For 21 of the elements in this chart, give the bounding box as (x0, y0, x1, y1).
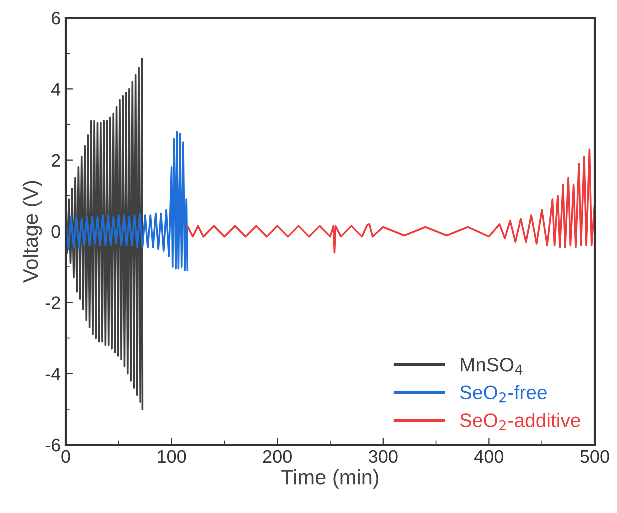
y-tick-label: 0 (52, 225, 60, 238)
y-tick-label: -2 (46, 296, 60, 310)
x-tick-label: 500 (580, 450, 610, 464)
y-tick-label: 6 (52, 12, 60, 25)
x-tick-label: 300 (369, 450, 398, 464)
x-tick-label: 400 (474, 450, 504, 464)
line-series (66, 58, 144, 410)
line-series (186, 148, 595, 254)
y-tick-label: 2 (52, 154, 60, 167)
y-tick-label: -4 (46, 368, 61, 380)
legend-label: MnSO$_{4}$ (461, 358, 523, 375)
x-tick-label: 0 (62, 450, 70, 464)
legend-label: SeO$_{2}$-additive (460, 413, 580, 430)
legend-label: SeO$_{2}$-free (460, 385, 547, 403)
y-tick-label: 4 (52, 83, 61, 96)
x-axis-title: Time (min) (282, 469, 379, 489)
y-axis-title: Voltage (V) (22, 181, 42, 283)
line-series (66, 130, 189, 272)
x-tick-label: 200 (263, 450, 292, 464)
x-tick-label: 100 (158, 450, 186, 464)
y-tick-label: -6 (46, 438, 60, 452)
